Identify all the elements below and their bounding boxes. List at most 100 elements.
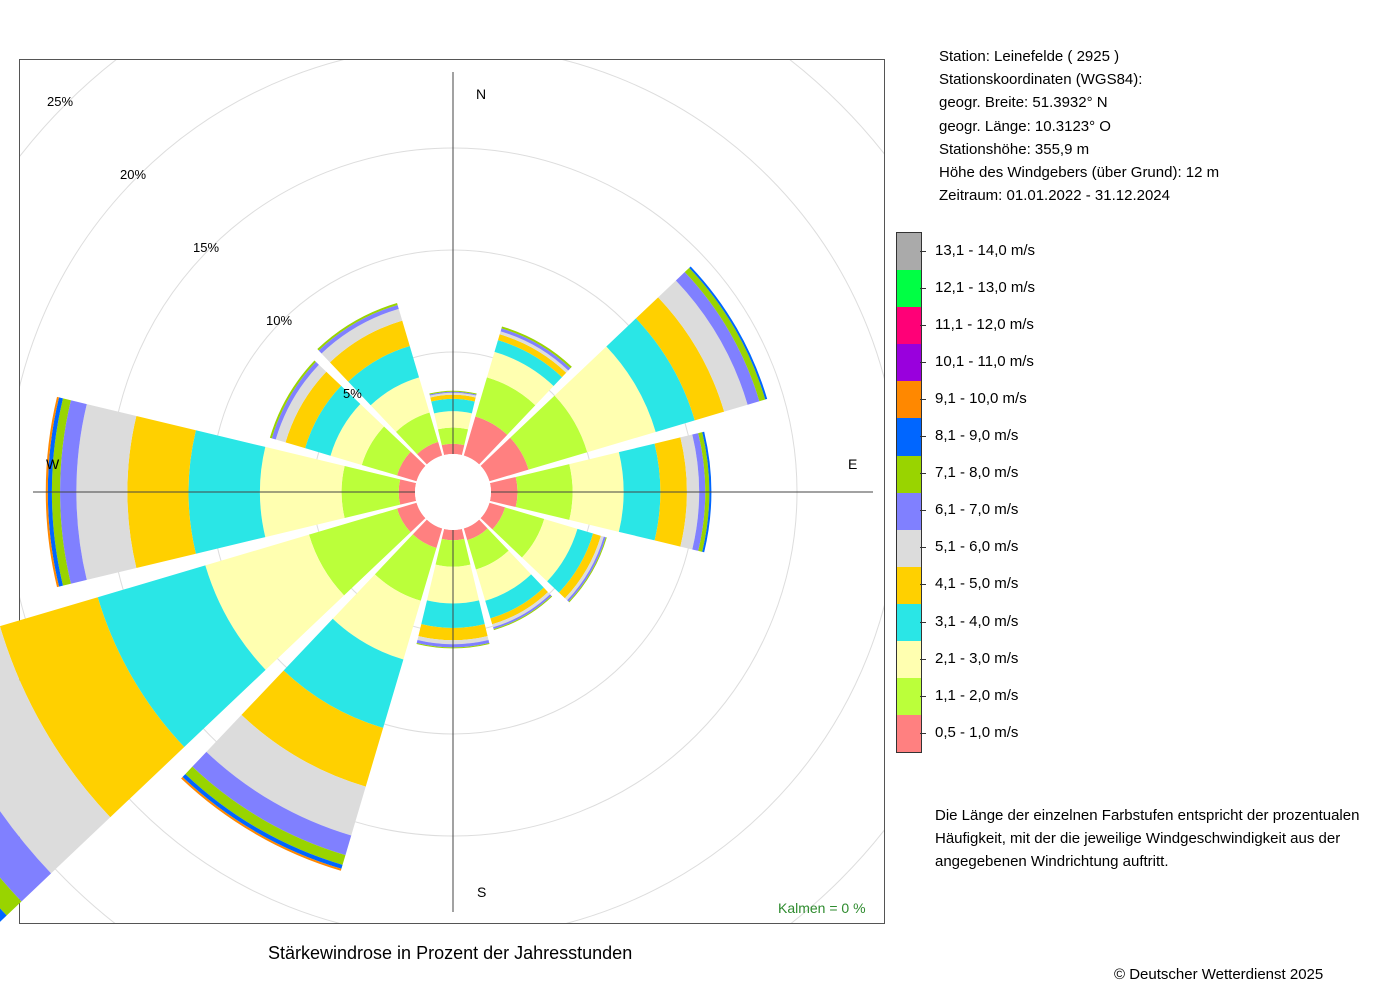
legend-label: 7,1 - 8,0 m/s <box>935 464 1019 482</box>
plot-frame <box>19 59 885 924</box>
legend-label: 0,5 - 1,0 m/s <box>935 723 1019 741</box>
sector-120-class-0 <box>480 502 506 530</box>
sector-300-class-0 <box>397 451 426 482</box>
sector-330-class-3 <box>348 346 420 406</box>
sector-210-class-4 <box>241 670 384 787</box>
sector-30-class-6 <box>500 328 571 371</box>
sector-210-class-0 <box>412 519 443 548</box>
ring-label-5: 5% <box>343 386 362 401</box>
sector-240-class-4 <box>0 597 185 818</box>
legend-tick <box>920 547 926 549</box>
sector-150-class-4 <box>490 587 548 625</box>
legend-label: 11,1 - 12,0 m/s <box>935 315 1034 333</box>
explanation-note: Die Länge der einzelnen Farbstufen entsp… <box>935 807 1360 870</box>
legend-tick <box>920 473 926 475</box>
station-info: Station: Leinefelde ( 2925 ) Stationskoo… <box>939 45 1219 207</box>
sector-0-class-6 <box>429 391 477 396</box>
sector-210-class-3 <box>283 618 404 728</box>
legend-label: 1,1 - 2,0 m/s <box>935 686 1019 704</box>
legend-tick <box>920 287 926 289</box>
sector-60-class-3 <box>606 318 695 432</box>
sector-180-class-5 <box>417 636 489 645</box>
sector-60-class-2 <box>554 346 656 453</box>
sector-240-class-0 <box>397 502 426 533</box>
sector-120-class-3 <box>547 528 594 593</box>
legend-label: 9,1 - 10,0 m/s <box>935 389 1027 407</box>
sector-30-class-7 <box>501 326 572 369</box>
sector-210-class-7 <box>185 766 346 865</box>
station-elevation: Stationshöhe: 355,9 m <box>939 140 1090 158</box>
legend-label: 2,1 - 3,0 m/s <box>935 649 1019 667</box>
center-hole <box>415 454 491 530</box>
sector-60-class-7 <box>684 267 766 402</box>
sector-180-class-6 <box>416 640 490 648</box>
sector-300-class-2 <box>330 404 385 465</box>
station-coords-heading: Stationskoordinaten (WGS84): <box>939 71 1143 89</box>
sector-60-class-1 <box>510 395 588 470</box>
legend-swatch <box>897 455 921 493</box>
sector-120-class-6 <box>567 536 606 602</box>
sector-120-class-1 <box>492 507 545 558</box>
sector-330-class-6 <box>318 304 399 354</box>
sector-150-class-2 <box>475 550 532 601</box>
station-name: Station: Leinefelde ( 2925 ) <box>939 48 1120 65</box>
sector-30-class-2 <box>486 351 554 406</box>
legend-label: 10,1 - 11,0 m/s <box>935 352 1034 370</box>
legend-swatch <box>897 641 921 679</box>
sector-300-class-4 <box>285 371 342 449</box>
sector-60-class-5 <box>658 280 748 412</box>
speed-legend <box>896 232 922 754</box>
legend-tick <box>920 250 926 252</box>
sector-180-class-7 <box>416 643 490 649</box>
sector-330-class-4 <box>329 320 410 382</box>
legend-tick <box>920 732 926 734</box>
legend-label: 12,1 - 13,0 m/s <box>935 278 1036 296</box>
ring-label-15: 15% <box>193 240 219 255</box>
legend-tick <box>920 621 926 623</box>
sector-300-class-3 <box>305 385 361 456</box>
sector-30-class-3 <box>494 340 563 387</box>
sector-300-class-5 <box>275 364 327 443</box>
legend-swatch <box>897 603 921 642</box>
legend-tick <box>920 658 926 660</box>
legend-tick <box>920 398 926 400</box>
station-latitude: geogr. Breite: 51.3932° N <box>939 94 1108 112</box>
sector-240-class-2 <box>205 534 345 670</box>
sector-330-class-0 <box>417 441 443 465</box>
sector-240-class-6 <box>0 811 52 902</box>
time-period: Zeitraum: 01.01.2022 - 31.12.2024 <box>939 187 1170 205</box>
sector-120-class-4 <box>558 533 601 599</box>
legend-swatch <box>897 492 921 530</box>
sector-240-class-3 <box>97 565 266 748</box>
ring-label-20: 20% <box>120 167 146 182</box>
compass-label-w: W <box>46 456 60 472</box>
sector-210-class-5 <box>206 714 366 836</box>
sector-210-class-1 <box>374 534 437 601</box>
sector-300-class-6 <box>271 361 319 440</box>
compass-label-e: E <box>848 456 857 472</box>
sector-240-class-1 <box>308 508 411 596</box>
legend-label: 4,1 - 5,0 m/s <box>935 575 1019 593</box>
sector-90-class-8 <box>702 431 712 553</box>
sector-150-class-3 <box>485 574 544 619</box>
legend-swatch <box>897 381 921 419</box>
legend-tick <box>920 695 926 697</box>
wind-sectors <box>0 266 768 922</box>
copyright: © Deutscher Wetterdienst 2025 <box>1114 966 1324 983</box>
sector-120-class-5 <box>564 535 604 601</box>
legend-label: 5,1 - 6,0 m/s <box>935 538 1019 556</box>
legend-swatch <box>897 233 921 271</box>
sector-60-class-6 <box>675 272 760 405</box>
sector-150-class-1 <box>467 528 509 570</box>
calms-label: Kalmen = 0 % <box>778 900 866 916</box>
legend-swatch <box>897 715 921 753</box>
chart-caption: Stärkewindrose in Prozent der Jahresstun… <box>268 943 633 963</box>
sector-150-class-5 <box>492 592 551 628</box>
sector-330-class-1 <box>395 412 439 455</box>
compass-label-n: N <box>476 86 486 102</box>
sector-150-class-0 <box>463 519 488 541</box>
anemometer-height: Höhe des Windgebers (über Grund): 12 m <box>939 164 1220 182</box>
station-longitude: geogr. Länge: 10.3123° O <box>939 117 1111 135</box>
legend-tick <box>920 324 926 326</box>
